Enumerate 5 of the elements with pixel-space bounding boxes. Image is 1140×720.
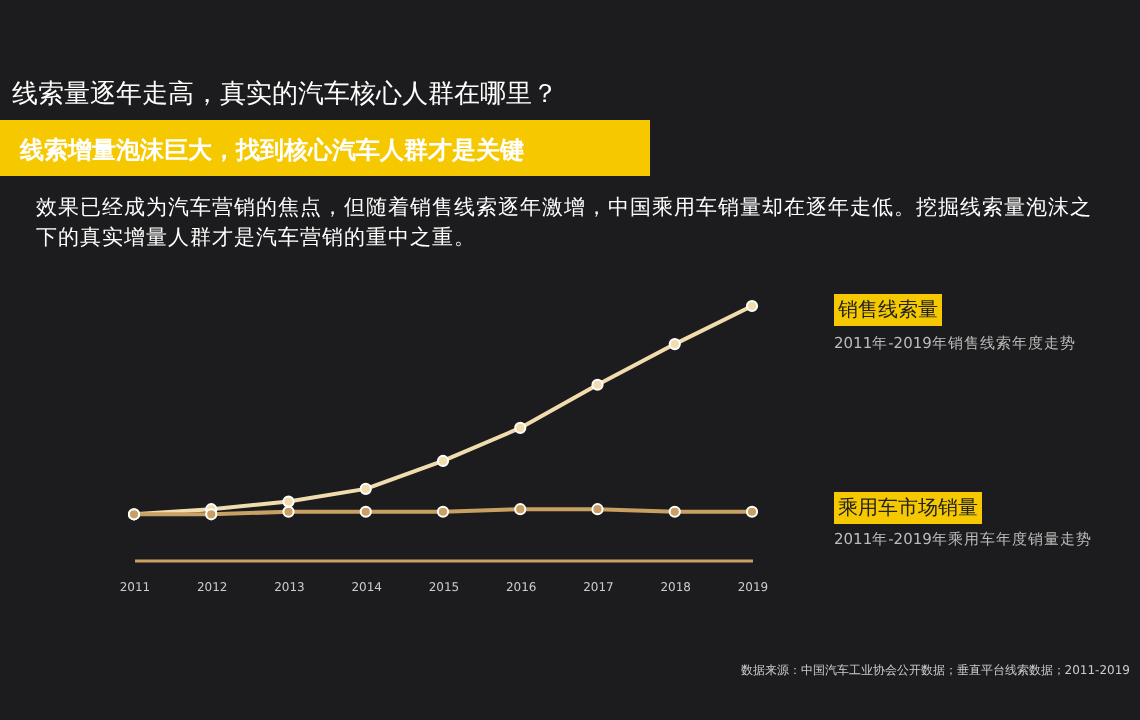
text: 销售线索量	[836, 298, 938, 322]
text: 效果已经成为汽车营销的焦点，但随着销售线索逐年激增，中国乘用车销量却在逐年走低。挖掘线索量泡沫之下的真实增量人群才是汽车营销的重中之重。	[36, 194, 1092, 250]
chart-title: 线索量逐年走高，真实的汽车核心人群在哪里？	[12, 78, 558, 110]
chart-subtitle: 线索增量泡沫巨大，找到核心汽车人群才是关键	[18, 136, 524, 164]
text: 乘用车市场销量	[838, 496, 978, 520]
